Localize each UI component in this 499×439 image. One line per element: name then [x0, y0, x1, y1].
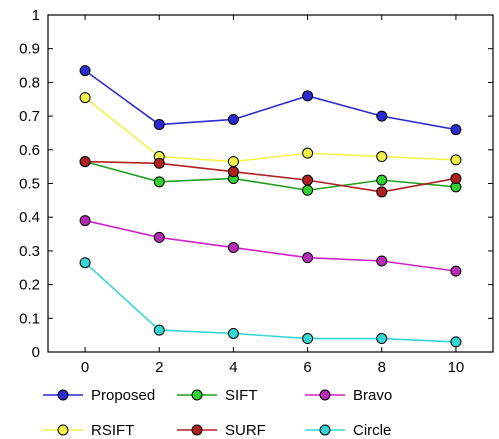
legend-label: RSIFT — [91, 422, 134, 439]
legend-item-rsift: RSIFT — [43, 422, 134, 439]
data-point-sift — [376, 174, 388, 186]
data-point-proposed — [79, 65, 91, 77]
data-point-bravo — [302, 252, 314, 264]
data-point-proposed — [302, 90, 314, 102]
legend-marker — [191, 389, 203, 401]
x-tick-label: 0 — [81, 359, 89, 376]
series-line-sift — [84, 160, 456, 192]
data-point-rsift — [450, 154, 462, 166]
data-point-rsift — [79, 92, 91, 104]
data-point-bravo — [79, 215, 91, 227]
y-tick-label: 0.7 — [19, 108, 40, 125]
x-tick-label: 8 — [378, 359, 386, 376]
data-point-sift — [153, 176, 165, 188]
data-point-surf — [376, 186, 388, 198]
data-point-proposed — [450, 124, 462, 136]
y-tick-label: 0 — [32, 344, 40, 361]
axes: 00.10.20.30.40.50.60.70.80.910 2 4 6 8 10 — [19, 7, 494, 376]
legend-item-sift: SIFT — [177, 387, 258, 404]
legend-item-bravo: Bravo — [305, 387, 392, 404]
legend-label: Circle — [353, 422, 391, 439]
series-line-surf — [85, 160, 457, 193]
data-point-bravo — [450, 265, 462, 277]
data-point-circle — [153, 324, 165, 336]
data-point-surf — [153, 157, 165, 169]
data-point-proposed — [376, 110, 388, 122]
legend-item-surf: SURF — [177, 422, 266, 439]
y-tick-label: 0.9 — [19, 41, 40, 58]
legend-marker — [57, 424, 69, 436]
legend-marker — [319, 424, 331, 436]
data-point-circle — [227, 327, 239, 339]
y-tick-label: 0.2 — [19, 277, 40, 294]
data-point-circle — [376, 333, 388, 345]
data-point-surf — [227, 166, 239, 178]
x-tick-label: 10 — [448, 359, 465, 376]
data-point-sift — [302, 184, 314, 196]
y-tick-label: 1 — [32, 7, 40, 24]
data-point-circle — [79, 257, 91, 269]
data-point-rsift — [376, 151, 388, 163]
y-tick-label: 0.6 — [19, 142, 40, 159]
data-point-rsift — [302, 147, 314, 159]
legend-marker — [319, 389, 331, 401]
y-tick-label: 0.1 — [19, 310, 40, 327]
x-tick-label: 4 — [229, 359, 237, 376]
legend-marker — [57, 389, 69, 401]
data-point-bravo — [227, 242, 239, 254]
x-tick-label: 2 — [155, 359, 163, 376]
data-point-bravo — [153, 231, 165, 243]
data-point-bravo — [376, 255, 388, 267]
series-line-bravo — [84, 219, 457, 272]
data-point-rsift — [227, 156, 239, 168]
data-point-proposed — [153, 119, 165, 131]
series-line-rsift — [84, 96, 456, 163]
y-tick-label: 0.8 — [19, 74, 40, 91]
y-tick-label: 0.5 — [19, 176, 40, 193]
plot-area — [79, 65, 462, 348]
x-tick-label: 6 — [303, 359, 311, 376]
legend-item-circle: Circle — [305, 422, 391, 439]
data-point-circle — [302, 333, 314, 345]
legend-item-proposed: Proposed — [43, 387, 155, 404]
legend-label: SURF — [225, 422, 266, 439]
data-point-proposed — [227, 113, 239, 125]
data-point-surf — [79, 156, 91, 168]
series-line-circle — [84, 262, 456, 343]
data-point-circle — [450, 336, 462, 348]
data-point-surf — [450, 172, 462, 184]
legend-label: Proposed — [91, 387, 155, 404]
legend-marker — [191, 424, 203, 436]
y-tick-label: 0.3 — [19, 243, 40, 260]
legend-label: SIFT — [225, 387, 258, 404]
y-tick-label: 0.4 — [19, 209, 40, 226]
legend: Proposed SIFT Bravo RSIFT SURF Circle — [43, 387, 392, 439]
data-point-surf — [302, 174, 314, 186]
legend-label: Bravo — [353, 387, 392, 404]
series-line-proposed — [84, 69, 457, 131]
